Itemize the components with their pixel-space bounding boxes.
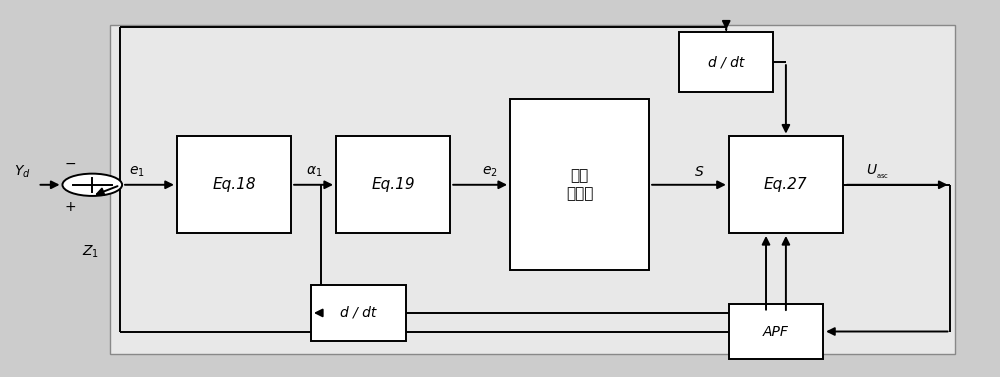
Text: $+$: $+$ bbox=[64, 200, 76, 214]
FancyBboxPatch shape bbox=[336, 136, 450, 233]
Text: $Y_d$: $Y_d$ bbox=[14, 164, 31, 180]
Text: d / dt: d / dt bbox=[708, 55, 744, 69]
FancyBboxPatch shape bbox=[177, 136, 291, 233]
Text: $S$: $S$ bbox=[694, 165, 704, 179]
Text: $e_1$: $e_1$ bbox=[129, 165, 145, 179]
Text: $Z_1$: $Z_1$ bbox=[82, 244, 99, 260]
FancyBboxPatch shape bbox=[679, 32, 773, 92]
Text: Eq.19: Eq.19 bbox=[371, 177, 415, 192]
Text: Eq.18: Eq.18 bbox=[212, 177, 256, 192]
Text: $U_{_{\rm{asc}}}$: $U_{_{\rm{asc}}}$ bbox=[866, 163, 890, 181]
Text: $e_2$: $e_2$ bbox=[482, 165, 498, 179]
FancyBboxPatch shape bbox=[729, 303, 823, 359]
Text: 终端
滑模面: 终端 滑模面 bbox=[566, 169, 593, 201]
FancyBboxPatch shape bbox=[110, 25, 955, 354]
FancyBboxPatch shape bbox=[729, 136, 843, 233]
Text: Eq.27: Eq.27 bbox=[764, 177, 808, 192]
FancyBboxPatch shape bbox=[311, 285, 406, 341]
Circle shape bbox=[62, 174, 122, 196]
Text: $\alpha_1$: $\alpha_1$ bbox=[306, 165, 322, 179]
Text: d / dt: d / dt bbox=[340, 306, 376, 320]
Text: $-$: $-$ bbox=[64, 155, 76, 170]
Text: APF: APF bbox=[763, 325, 789, 339]
FancyBboxPatch shape bbox=[510, 100, 649, 270]
